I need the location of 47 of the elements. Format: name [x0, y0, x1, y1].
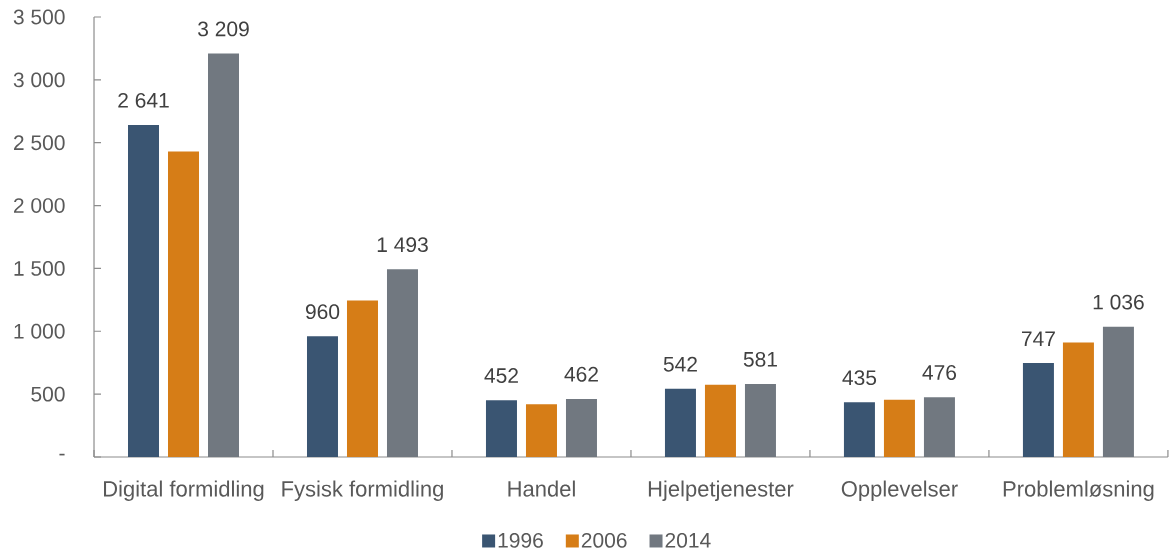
- bar: [485, 400, 517, 457]
- bar: [565, 398, 597, 457]
- bar: [128, 124, 160, 457]
- data-label: 1 036: [1093, 294, 1144, 310]
- bar: [1062, 342, 1094, 457]
- legend-label: 1996: [498, 532, 543, 548]
- bar: [883, 399, 915, 457]
- y-tick-label: 2 000: [14, 198, 65, 213]
- bar: [1102, 326, 1134, 457]
- y-tick-label: 1 000: [14, 323, 65, 339]
- bar: [208, 53, 239, 457]
- data-label: 452: [484, 368, 518, 383]
- bar: [386, 269, 418, 457]
- data-label: 960: [305, 304, 340, 320]
- data-label: 3 209: [198, 21, 249, 37]
- bar: [704, 384, 736, 457]
- data-label: 435: [842, 370, 877, 386]
- x-tick-label: Hjelpetjenester: [648, 480, 794, 502]
- data-label: 1 493: [377, 237, 428, 253]
- bar: [923, 397, 955, 457]
- legend-label: 2006: [581, 532, 627, 548]
- bar: [744, 383, 776, 457]
- bar: [525, 404, 557, 457]
- bar: [306, 336, 338, 457]
- data-label: 2 641: [118, 92, 169, 108]
- x-tick-label: Fysisk formidling: [282, 480, 443, 502]
- data-label: 747: [1021, 331, 1055, 346]
- bar: [1022, 363, 1054, 457]
- y-tick-label: 3 500: [13, 9, 65, 25]
- y-tick-label: 3 000: [13, 72, 65, 88]
- bar: [346, 300, 378, 457]
- y-tick-label: -: [59, 453, 65, 456]
- x-tick-label: Opplevelser: [841, 480, 958, 502]
- bar: [168, 151, 200, 457]
- x-tick-label: Handel: [508, 480, 575, 497]
- x-tick-label: Digital formidling: [104, 480, 264, 502]
- y-tick-label: 1 500: [14, 260, 65, 276]
- legend-label: 2014: [665, 532, 711, 548]
- data-label: 462: [564, 366, 598, 382]
- x-tick-label: Problemløsning: [1003, 480, 1154, 502]
- data-label: 476: [922, 365, 957, 380]
- y-tick-label: 2 500: [14, 135, 65, 151]
- data-label: 581: [743, 351, 777, 367]
- bar: [843, 402, 875, 457]
- data-label: 542: [663, 356, 697, 372]
- y-tick-label: 500: [31, 386, 65, 402]
- bar: [664, 388, 696, 457]
